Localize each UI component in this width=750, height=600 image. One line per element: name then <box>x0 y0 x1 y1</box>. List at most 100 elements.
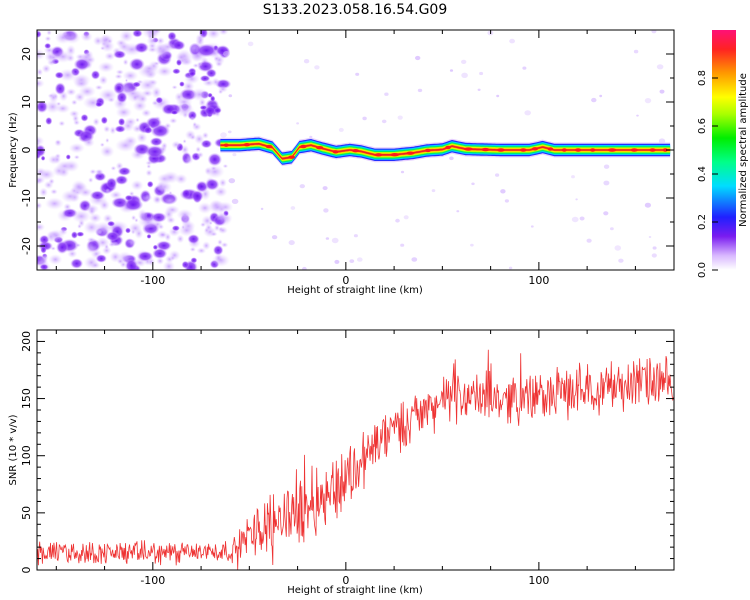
noise-blob <box>39 263 49 270</box>
noise-blob <box>80 113 89 122</box>
noise-blob <box>156 181 166 192</box>
noise-blob <box>115 161 124 171</box>
ridge-peak <box>243 143 251 147</box>
noise-blob <box>116 91 128 104</box>
noise-blob <box>44 35 52 42</box>
noise-blob <box>41 253 49 262</box>
noise-blob <box>86 237 96 243</box>
noise-blob <box>196 247 207 254</box>
noise-speck <box>232 153 237 157</box>
noise-speck <box>415 55 421 61</box>
noise-blob <box>37 144 46 158</box>
noise-blob <box>76 231 85 237</box>
noise-speck <box>586 238 592 243</box>
noise-blob <box>71 209 92 223</box>
noise-speck <box>247 41 254 47</box>
ridge-peak <box>352 149 360 153</box>
noise-blob <box>124 258 139 270</box>
noise-blob <box>55 140 61 145</box>
noise-blob <box>134 217 139 223</box>
noise-blob <box>95 254 108 263</box>
noise-blob <box>152 248 168 259</box>
noise-blob <box>168 190 173 196</box>
noise-speck <box>417 88 423 93</box>
noise-blob <box>74 243 82 248</box>
noise-speck <box>449 156 454 161</box>
noise-blob <box>116 258 125 265</box>
noise-speck <box>504 199 509 203</box>
colorbar: 0.0 0.2 0.4 0.6 0.8 Normalized spectral ampl… <box>697 30 749 278</box>
noise-blob <box>94 168 104 176</box>
noise-speck <box>381 119 387 124</box>
noise-blob <box>214 253 223 263</box>
noise-blob <box>148 30 156 34</box>
colorbar-gradient <box>712 30 736 270</box>
ridge-peak <box>520 148 527 152</box>
noise-blob <box>125 227 131 234</box>
noise-blob <box>169 117 178 124</box>
noise-blob <box>146 36 159 46</box>
colorbar-tick-label: 0.6 <box>697 118 708 134</box>
y-tick-label: -10 <box>20 189 33 207</box>
noise-blob <box>184 154 194 165</box>
noise-blob <box>196 61 203 67</box>
noise-blob <box>37 100 49 114</box>
noise-blob <box>145 169 153 177</box>
noise-blob <box>56 240 69 254</box>
noise-blob <box>215 60 223 68</box>
noise-blob <box>132 93 139 102</box>
noise-blob <box>214 186 228 198</box>
noise-blob <box>130 179 144 191</box>
noise-blob <box>202 79 215 87</box>
noise-blob <box>99 142 105 148</box>
noise-speck <box>524 110 531 116</box>
noise-blob <box>58 166 70 178</box>
noise-speck <box>449 69 454 72</box>
noise-blob <box>210 166 217 171</box>
noise-blob <box>167 31 177 41</box>
ridge-peak <box>374 153 383 157</box>
noise-blob <box>205 223 213 232</box>
noise-blob <box>212 244 224 256</box>
noise-blob <box>78 85 96 98</box>
noise-blob <box>48 178 55 185</box>
noise-blob <box>149 137 163 147</box>
noise-speck <box>299 184 305 189</box>
ridge-peak <box>630 148 638 152</box>
noise-blob <box>95 101 103 108</box>
noise-blob <box>192 121 198 128</box>
noise-speck <box>403 215 409 220</box>
noise-speck <box>353 234 358 238</box>
noise-blob <box>190 257 198 264</box>
noise-blob <box>39 187 48 197</box>
noise-blob <box>58 120 66 127</box>
noise-blob <box>151 100 159 106</box>
noise-blob <box>145 145 165 159</box>
noise-blob <box>135 117 140 123</box>
noise-blob <box>41 64 51 74</box>
noise-blob <box>45 116 53 126</box>
noise-speck <box>603 180 610 186</box>
noise-speck <box>334 259 340 264</box>
noise-blob <box>71 99 78 106</box>
noise-speck <box>228 94 233 98</box>
y-tick-label: 200 <box>20 331 33 352</box>
noise-speck <box>470 243 474 247</box>
noise-blob <box>146 233 152 239</box>
noise-blob <box>105 137 110 143</box>
noise-blob <box>114 73 123 80</box>
ridge-peak <box>481 147 490 152</box>
noise-blob <box>70 258 84 269</box>
noise-speck <box>309 135 313 139</box>
noise-blob <box>189 134 197 141</box>
x-tick-label: 0 <box>342 274 349 287</box>
noise-blob <box>100 145 115 158</box>
noise-blob <box>162 260 176 270</box>
noise-blob <box>122 58 129 66</box>
x-tick-label: 100 <box>528 274 549 287</box>
noise-blob <box>103 125 111 133</box>
noise-speck <box>479 71 484 76</box>
colorbar-tick-label: 0.0 <box>697 262 708 278</box>
noise-blob <box>90 261 101 269</box>
